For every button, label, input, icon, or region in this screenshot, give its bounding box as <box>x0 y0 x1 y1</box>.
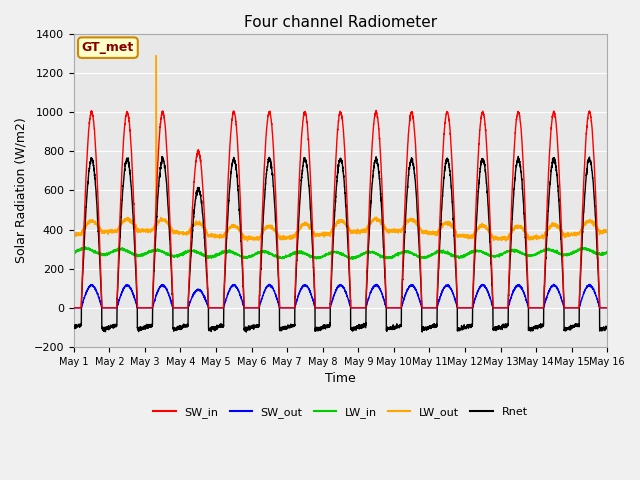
Y-axis label: Solar Radiation (W/m2): Solar Radiation (W/m2) <box>15 118 28 264</box>
Legend: SW_in, SW_out, LW_in, LW_out, Rnet: SW_in, SW_out, LW_in, LW_out, Rnet <box>149 403 532 422</box>
Text: GT_met: GT_met <box>82 41 134 54</box>
Title: Four channel Radiometer: Four channel Radiometer <box>244 15 437 30</box>
X-axis label: Time: Time <box>325 372 356 385</box>
